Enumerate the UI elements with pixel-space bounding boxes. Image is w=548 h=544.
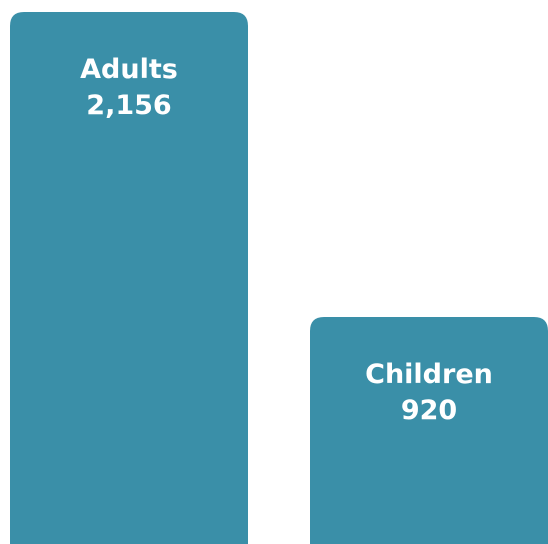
bar-value-label: 2,156 — [86, 90, 171, 121]
bar-category-label: Children — [365, 359, 493, 390]
bar-adults — [10, 12, 248, 544]
bar-value-label: 920 — [401, 395, 457, 426]
bar-children — [310, 316, 548, 544]
labels-group: Adults 2,156 Children 920 — [80, 54, 493, 426]
bars-group — [10, 12, 548, 544]
bar-category-label: Adults — [80, 54, 178, 85]
